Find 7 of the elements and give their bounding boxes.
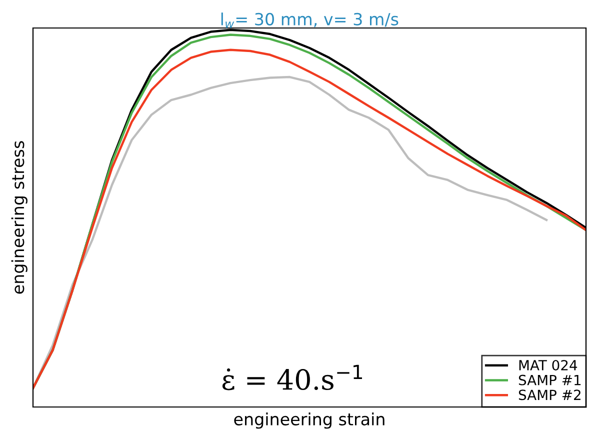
legend-label: SAMP #2 [518, 390, 580, 400]
chart-title: l$_{w}$= 30 mm, v= 3 m/s [221, 12, 398, 28]
legend-label: MAT 024 [519, 360, 578, 370]
x-axis-title: engineering strain [234, 412, 384, 429]
y-axis-title: engineering stress [11, 141, 28, 294]
legend-label: SAMP #1 [518, 374, 581, 386]
annotation: ε̇ = 40.s$^{−1}$ [222, 364, 362, 390]
